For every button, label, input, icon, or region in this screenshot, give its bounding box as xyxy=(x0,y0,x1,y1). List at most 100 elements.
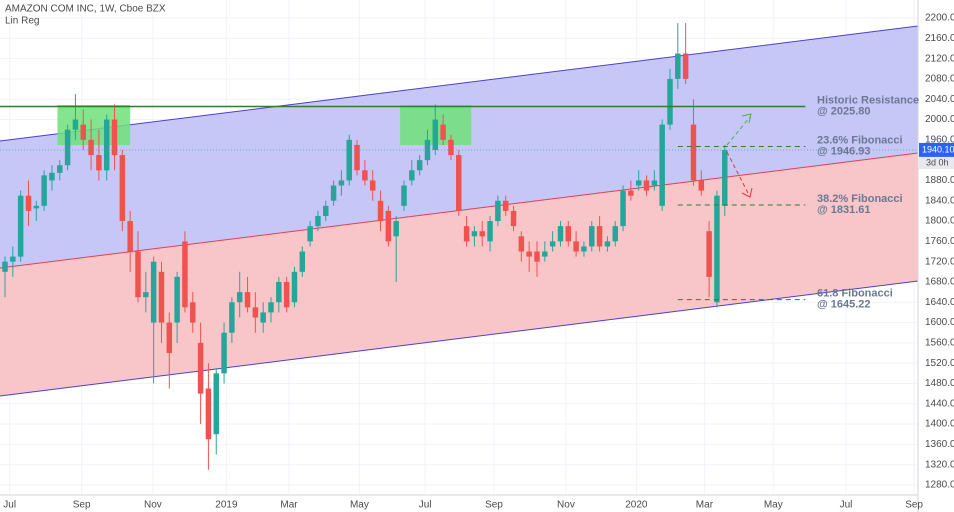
candle-body xyxy=(628,190,634,196)
level-value-label: @ 2025.80 xyxy=(817,105,871,117)
candle-body xyxy=(675,53,681,79)
y-tick-label: 1720.00 xyxy=(925,256,954,267)
candle-body xyxy=(260,312,266,323)
candle-body xyxy=(72,119,79,130)
candle-body xyxy=(416,160,423,171)
x-tick-label: Mar xyxy=(696,500,714,511)
candle-body xyxy=(346,139,352,181)
level-value-label: @ 1831.61 xyxy=(817,204,871,216)
y-tick-label: 2040.00 xyxy=(925,94,954,105)
candle-body xyxy=(190,302,196,323)
y-tick-label: 1440.00 xyxy=(925,398,954,409)
channel-lower-line xyxy=(0,280,918,397)
channel-upper-fill xyxy=(0,26,918,269)
candle-body xyxy=(197,342,204,394)
y-tick-label: 1520.00 xyxy=(925,358,954,369)
candle-body xyxy=(479,231,485,237)
candle-body xyxy=(495,200,501,222)
candle-body xyxy=(41,175,47,206)
candle-body xyxy=(88,139,94,156)
candle-body xyxy=(698,180,705,191)
candle-body xyxy=(542,251,548,257)
candle-body xyxy=(432,119,439,150)
candle-body xyxy=(643,180,650,191)
candle-body xyxy=(2,261,8,272)
y-tick-label: 1280.00 xyxy=(925,480,954,491)
last-price-tag xyxy=(919,142,954,157)
candle-body xyxy=(25,195,32,211)
candle-body xyxy=(401,185,407,206)
x-tick-label: Sep xyxy=(73,500,91,511)
x-tick-label: May xyxy=(764,500,783,511)
up-arrow-head xyxy=(741,113,752,124)
candle-body xyxy=(307,226,313,242)
candle-body xyxy=(252,307,259,318)
candle-body xyxy=(330,185,337,201)
level-value-label: @ 1946.93 xyxy=(817,145,871,157)
x-tick-label: Jul xyxy=(419,500,432,511)
x-tick-label: Nov xyxy=(557,500,575,511)
candle-body xyxy=(244,292,251,308)
x-tick-label: Mar xyxy=(280,500,298,511)
candle-body xyxy=(409,170,415,181)
candle-body xyxy=(581,246,587,252)
candle-body xyxy=(369,180,376,191)
plot-marks xyxy=(0,23,918,470)
candle-body xyxy=(424,139,431,161)
level-value-label: @ 1645.22 xyxy=(817,299,871,311)
candle-body xyxy=(143,292,149,298)
candle-body xyxy=(229,302,235,333)
x-tick-label: Sep xyxy=(485,500,503,511)
candle-body xyxy=(596,226,603,247)
x-tick-label: Nov xyxy=(144,500,162,511)
y-tick-label: 1480.00 xyxy=(925,378,954,389)
candle-body xyxy=(33,205,40,209)
candle-body xyxy=(315,215,321,227)
candle-body xyxy=(205,388,212,440)
candle-body xyxy=(174,276,180,323)
y-tick-label: 1880.00 xyxy=(925,175,954,186)
candle-body xyxy=(651,180,658,186)
x-tick-label: 2020 xyxy=(625,500,648,511)
x-tick-label: Sep xyxy=(905,500,923,511)
candle-body xyxy=(166,322,173,354)
candle-body xyxy=(268,302,274,313)
candle-body xyxy=(362,170,368,181)
candle-body xyxy=(158,271,165,323)
y-tick-label: 1760.00 xyxy=(925,236,954,247)
candle-body xyxy=(534,251,540,262)
candle-body xyxy=(573,241,579,252)
candle-body xyxy=(291,271,298,303)
candle-body xyxy=(150,261,157,323)
candle-body xyxy=(354,144,360,171)
candle-body xyxy=(64,129,71,166)
x-tick-label: May xyxy=(350,500,369,511)
candle-body xyxy=(127,221,133,252)
candle-body xyxy=(221,332,227,374)
countdown-tag xyxy=(919,156,954,169)
candle-body xyxy=(377,200,384,222)
candle-body xyxy=(502,200,509,211)
y-tick-label: 1320.00 xyxy=(925,459,954,470)
candle-body xyxy=(10,256,16,262)
x-tick-label: Jul xyxy=(3,500,16,511)
candle-body xyxy=(635,180,642,186)
candle-body xyxy=(604,241,611,247)
level-label: 23.6% Fibonacci xyxy=(817,134,903,146)
candle-body xyxy=(338,180,345,186)
candle-body xyxy=(80,124,86,140)
candle-body xyxy=(111,119,118,156)
candle-body xyxy=(714,195,720,303)
down-arrow-head xyxy=(741,187,753,198)
candle-body xyxy=(706,231,712,277)
candle-body xyxy=(557,226,564,242)
candle-body xyxy=(96,155,102,171)
candle-body xyxy=(565,226,572,242)
candle-body xyxy=(57,165,63,173)
candle-body xyxy=(49,172,55,181)
level-label: 61.8 Fibonacci xyxy=(817,288,893,300)
channel-lower-fill xyxy=(0,153,918,397)
x-tick-label: Jul xyxy=(840,500,853,511)
y-tick-label: 2160.00 xyxy=(925,33,954,44)
